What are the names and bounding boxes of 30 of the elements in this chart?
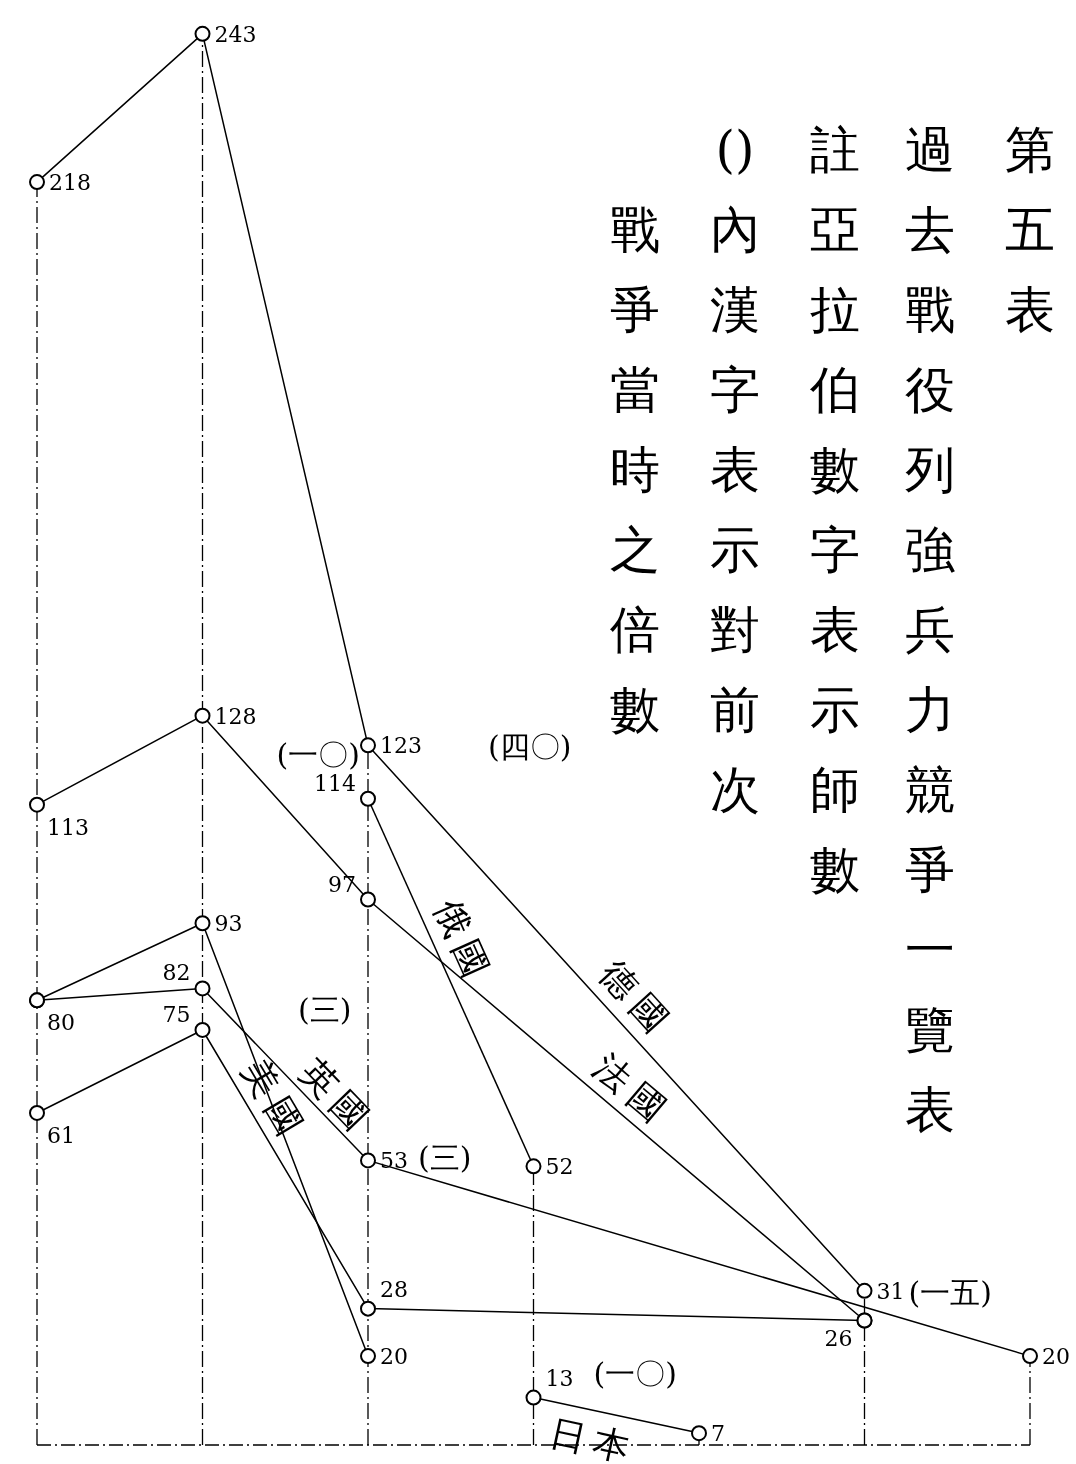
- data-label: 13: [545, 1365, 574, 1391]
- data-label: 218: [49, 170, 91, 196]
- data-label: 26: [824, 1326, 853, 1352]
- data-label: 20: [380, 1344, 408, 1370]
- data-label: 28: [380, 1276, 408, 1302]
- data-label: 80: [47, 1010, 75, 1036]
- data-label: 31: [876, 1278, 905, 1304]
- text: 日本: [546, 1411, 641, 1464]
- data-label: 52: [545, 1154, 574, 1180]
- data-label: 93: [214, 911, 243, 937]
- text: 第五表: [1004, 120, 1056, 341]
- data-label: 243: [214, 21, 257, 47]
- data-label: 97: [328, 871, 356, 897]
- data-label: 7: [711, 1421, 725, 1447]
- data-label: 114: [314, 770, 356, 796]
- data-label: 128: [214, 703, 257, 729]
- text: 德國: [592, 952, 682, 1046]
- data-label: 113: [47, 814, 89, 840]
- text: 過去戰役列強兵力競爭一覽表: [905, 121, 955, 1139]
- annotation: 戰爭當時之倍數: [609, 200, 661, 741]
- text: 註亞拉伯數字表示師數: [810, 121, 860, 899]
- data-label: 53: [380, 1148, 408, 1174]
- data-label: 61: [47, 1122, 75, 1148]
- data-label: 75: [162, 1001, 191, 1027]
- text: ()內漢字表示對前次: [710, 121, 760, 819]
- text: 法國: [586, 1046, 680, 1135]
- data-label: 20: [1042, 1344, 1070, 1370]
- data-label: 123: [380, 733, 422, 759]
- text: 俄國: [426, 893, 500, 991]
- data-label: 82: [162, 960, 191, 986]
